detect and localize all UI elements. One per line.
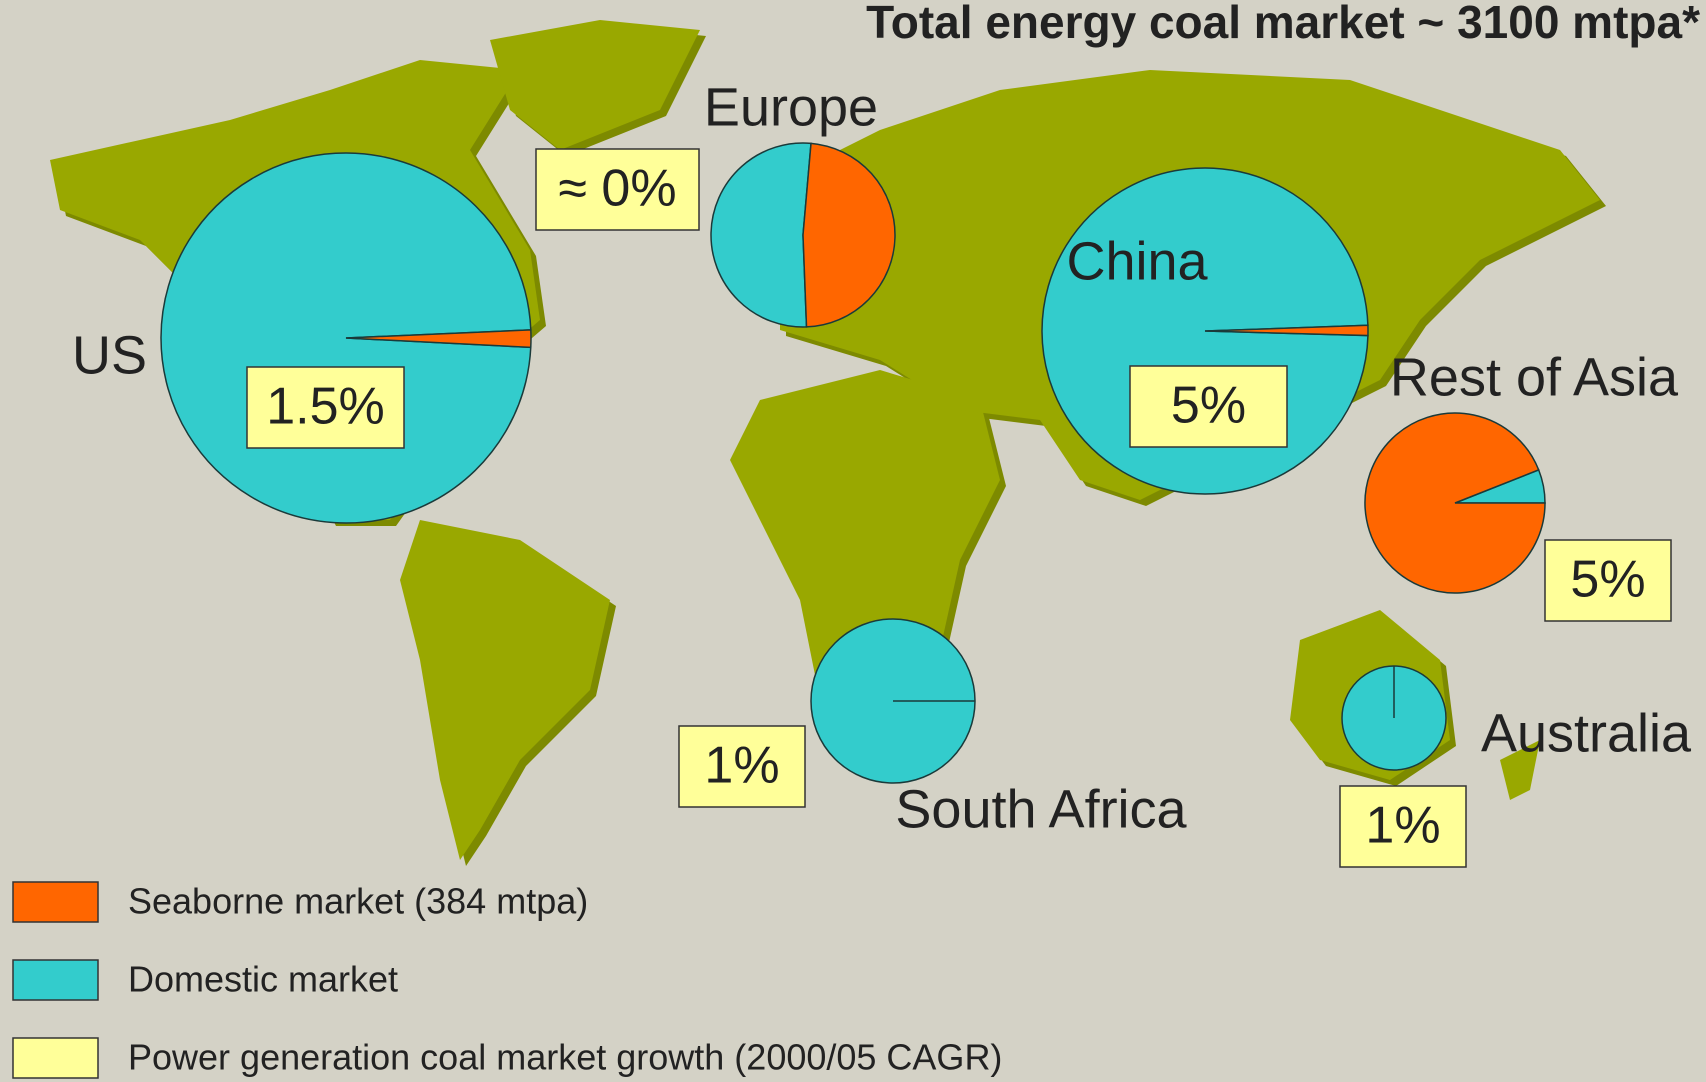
legend-label: Seaborne market (384 mtpa)	[128, 881, 588, 922]
region-name: China	[1066, 231, 1208, 291]
growth-label: 1.5%	[266, 378, 385, 436]
region-pie	[710, 142, 896, 328]
region-pie	[1341, 665, 1447, 771]
growth-label: ≈ 0%	[558, 160, 676, 218]
pies	[160, 142, 1546, 784]
growth-label: 1%	[1365, 797, 1440, 855]
legend-label: Domestic market	[128, 959, 398, 1000]
growth-box	[535, 148, 700, 231]
region-name: Europe	[704, 77, 878, 137]
growth-label: 1%	[704, 737, 779, 795]
pie-slice	[710, 142, 812, 328]
growth-label: 5%	[1570, 551, 1645, 609]
growth-label: 5%	[1171, 377, 1246, 435]
pie-slice	[802, 142, 896, 328]
growth-box	[1129, 365, 1288, 448]
legend-swatch	[12, 959, 99, 1001]
growth-box	[1339, 785, 1467, 868]
legend-swatch	[12, 1037, 99, 1079]
title: Total energy coal market ~ 3100 mtpa*	[866, 0, 1700, 48]
region-name: Australia	[1481, 703, 1692, 763]
legend-label: Power generation coal market growth (200…	[128, 1037, 1002, 1078]
region-name: Rest of Asia	[1390, 347, 1679, 407]
pie-slice	[1364, 412, 1546, 594]
region-pie	[160, 152, 532, 524]
pie-slice	[345, 329, 532, 349]
legend-swatch	[12, 881, 99, 923]
growth-box	[1544, 539, 1672, 622]
growth-box	[246, 366, 405, 449]
region-name: South Africa	[895, 779, 1187, 839]
growth-box	[678, 725, 806, 808]
region-name: US	[72, 325, 147, 385]
pie-slice	[1204, 324, 1369, 337]
region-pie	[810, 618, 976, 784]
region-pie	[1364, 412, 1546, 594]
